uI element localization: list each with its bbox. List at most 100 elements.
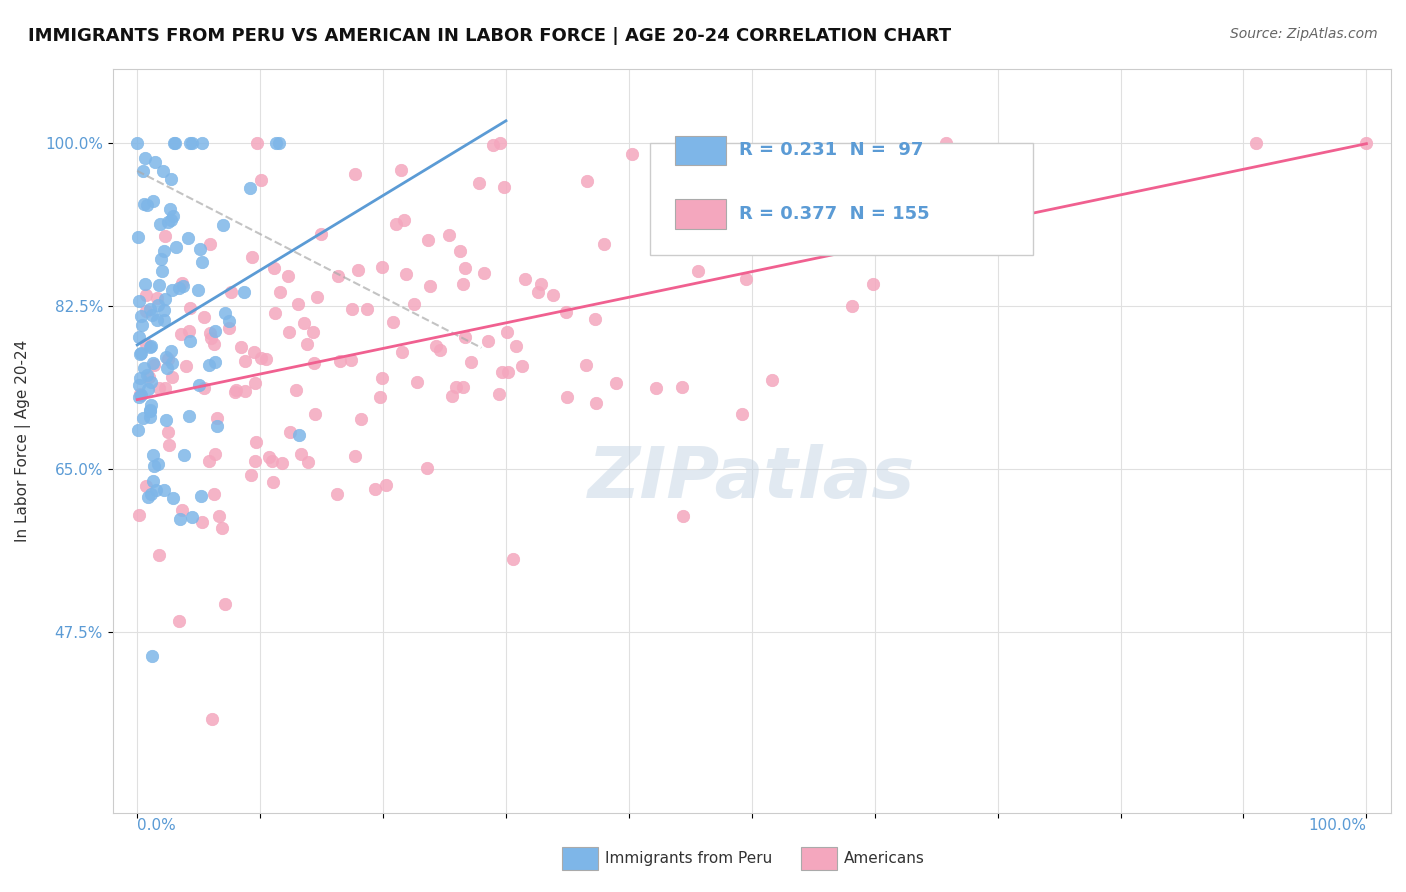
Point [132, 197, 155, 211]
Point [148, 549, 170, 563]
Point [186, 283, 208, 297]
Point [1010, 155, 1032, 169]
Point [585, 396, 607, 410]
Point [575, 174, 598, 188]
Point [425, 338, 447, 352]
Point [214, 305, 236, 319]
Text: Immigrants from Peru: Immigrants from Peru [605, 851, 772, 866]
Point [132, 360, 155, 375]
Point [139, 375, 162, 389]
Point [159, 171, 181, 186]
Point [254, 351, 277, 366]
Point [135, 288, 157, 302]
Point [304, 408, 326, 422]
Point [129, 388, 152, 402]
Point [263, 306, 285, 320]
Point [233, 353, 256, 368]
Point [157, 438, 180, 452]
Point [127, 229, 149, 244]
Point [451, 277, 474, 292]
Point [262, 475, 284, 489]
Point [142, 194, 165, 208]
Point [837, 237, 859, 252]
Point [173, 448, 195, 462]
Point [156, 361, 179, 376]
Text: 0.0%: 0.0% [138, 818, 176, 833]
Point [429, 343, 451, 357]
Point [141, 474, 163, 488]
Point [138, 490, 160, 504]
Point [437, 228, 460, 243]
Point [152, 483, 174, 497]
Point [686, 264, 709, 278]
Point [167, 615, 190, 629]
Point [162, 491, 184, 505]
Point [131, 318, 153, 333]
Point [205, 419, 228, 434]
Point [143, 155, 166, 169]
Point [249, 351, 271, 365]
Point [160, 356, 183, 370]
Point [224, 384, 246, 399]
Point [139, 409, 162, 424]
Point [1355, 136, 1378, 150]
Point [583, 312, 606, 326]
Point [259, 450, 281, 465]
Point [127, 136, 149, 150]
Point [146, 298, 169, 312]
Point [179, 334, 201, 348]
FancyBboxPatch shape [675, 136, 727, 165]
Point [179, 136, 201, 150]
Point [155, 292, 177, 306]
Point [221, 285, 243, 300]
Point [200, 237, 222, 252]
Point [489, 136, 512, 150]
Point [288, 428, 311, 442]
Point [340, 352, 363, 367]
Point [346, 263, 368, 277]
Point [198, 358, 221, 372]
Point [139, 404, 162, 418]
Point [153, 381, 176, 395]
FancyBboxPatch shape [675, 199, 727, 228]
Point [177, 324, 200, 338]
Point [233, 384, 256, 399]
Point [418, 279, 440, 293]
Point [155, 413, 177, 427]
Point [180, 510, 202, 524]
Point [146, 313, 169, 327]
Point [761, 373, 783, 387]
Point [405, 376, 427, 390]
Point [344, 449, 367, 463]
Point [510, 359, 533, 374]
Point [391, 345, 413, 359]
Point [204, 355, 226, 369]
Point [139, 302, 162, 317]
Point [292, 316, 315, 330]
Point [163, 136, 186, 150]
Point [160, 284, 183, 298]
Point [263, 261, 285, 276]
Point [160, 344, 183, 359]
Point [249, 173, 271, 187]
Point [156, 352, 179, 367]
Y-axis label: In Labor Force | Age 20-24: In Labor Force | Age 20-24 [15, 340, 31, 542]
Point [605, 376, 627, 391]
Point [139, 487, 162, 501]
Point [418, 233, 440, 247]
Point [278, 425, 301, 440]
Point [141, 339, 163, 353]
Point [135, 336, 157, 351]
Point [672, 136, 695, 150]
Point [162, 210, 184, 224]
Point [494, 179, 516, 194]
Point [139, 340, 162, 354]
Point [127, 423, 149, 437]
Point [160, 369, 183, 384]
Point [304, 356, 326, 370]
Point [593, 236, 616, 251]
Point [278, 325, 301, 339]
Point [371, 260, 394, 275]
Point [169, 326, 191, 341]
Point [201, 712, 224, 726]
